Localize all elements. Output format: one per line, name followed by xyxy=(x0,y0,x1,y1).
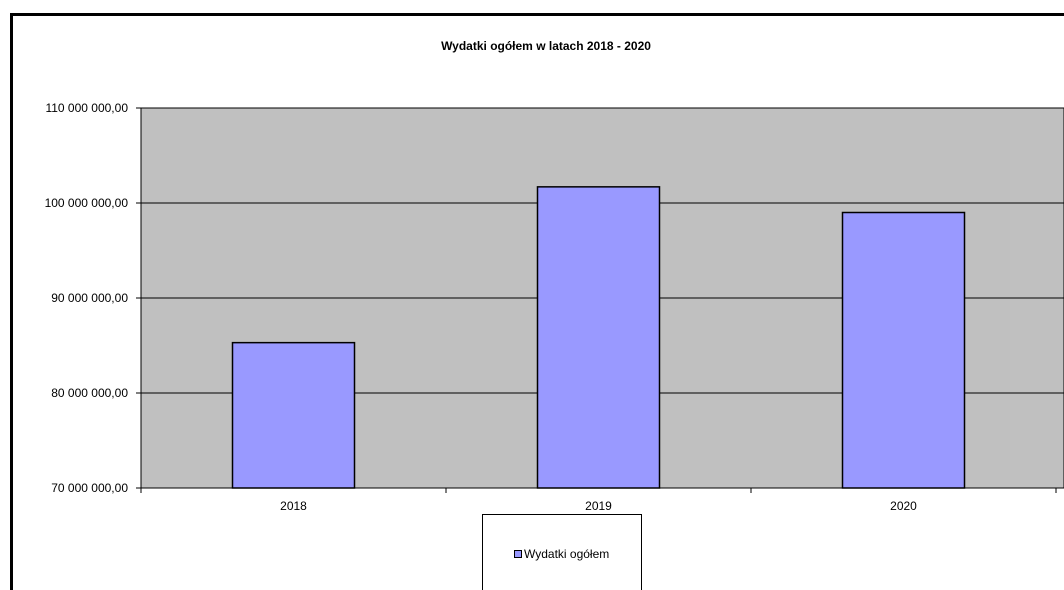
legend: Wydatki ogółem xyxy=(482,514,642,590)
x-tick-label: 2019 xyxy=(585,499,612,513)
legend-entry: Wydatki ogółem xyxy=(514,547,609,561)
bar xyxy=(841,211,966,489)
y-axis: 70 000 000,00 80 000 000,00 90 000 000,00 1… xyxy=(45,101,142,495)
y-tick-label: 70 000 000,00 xyxy=(51,481,128,495)
bars xyxy=(231,186,966,489)
y-tick-label: 110 000 000,00 xyxy=(45,101,128,115)
legend-label: Wydatki ogółem xyxy=(524,547,610,561)
legend-swatch xyxy=(514,550,522,558)
bar xyxy=(231,341,356,489)
y-tick-label: 90 000 000,00 xyxy=(51,291,128,305)
y-tick-label: 80 000 000,00 xyxy=(51,386,128,400)
y-tick-label: 100 000 000,00 xyxy=(45,196,129,210)
chart-title: Wydatki ogółem w latach 2018 - 2020 xyxy=(441,39,651,53)
bar xyxy=(536,186,661,489)
x-axis: 2018 2019 2020 xyxy=(140,487,1064,513)
x-tick-label: 2018 xyxy=(280,499,307,513)
x-tick-label: 2020 xyxy=(890,499,917,513)
